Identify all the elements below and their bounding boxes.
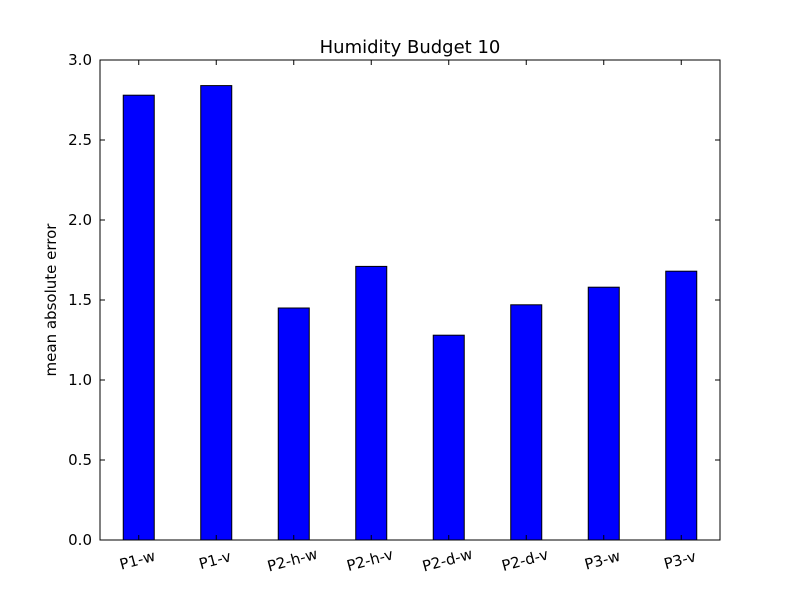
- x-tick-label: P2-d-w: [420, 545, 474, 576]
- bar-p2-h-w: [277, 307, 310, 541]
- bar-p2-d-w: [432, 334, 465, 541]
- x-tick-label: P3-w: [583, 547, 623, 574]
- x-tick-label: P2-h-w: [265, 545, 319, 576]
- y-tick-label: 1.5: [68, 291, 92, 309]
- x-tick-label: P3-v: [662, 547, 698, 573]
- y-tick-label: 1.0: [68, 371, 92, 389]
- x-tick-label: P1-w: [118, 547, 158, 574]
- y-axis-label: mean absolute error: [42, 223, 60, 377]
- bar-p3-v: [665, 270, 698, 541]
- x-tick-label: P2-d-v: [500, 545, 551, 575]
- bar-p2-d-v: [510, 304, 543, 541]
- bar-p2-h-v: [355, 265, 388, 541]
- bar-p3-w: [587, 286, 620, 541]
- bar-p1-v: [200, 85, 233, 541]
- chart-title: Humidity Budget 10: [320, 37, 501, 58]
- y-tick-label: 0.0: [68, 531, 92, 549]
- x-tick-label: P1-v: [197, 547, 233, 573]
- y-tick-label: 3.0: [68, 51, 92, 69]
- plot-frame: [99, 59, 721, 541]
- y-tick-label: 0.5: [68, 451, 92, 469]
- y-tick-label: 2.5: [68, 131, 92, 149]
- y-tick-label: 2.0: [68, 211, 92, 229]
- ticks-layer: P1-w P1-v P2-h-w P2-h-v P2-d-w P2-d-v P3-w P3-v…: [68, 51, 720, 575]
- bars-layer: [122, 85, 698, 541]
- x-tick-label: P2-h-v: [345, 545, 396, 575]
- bar-p1-w: [122, 94, 155, 541]
